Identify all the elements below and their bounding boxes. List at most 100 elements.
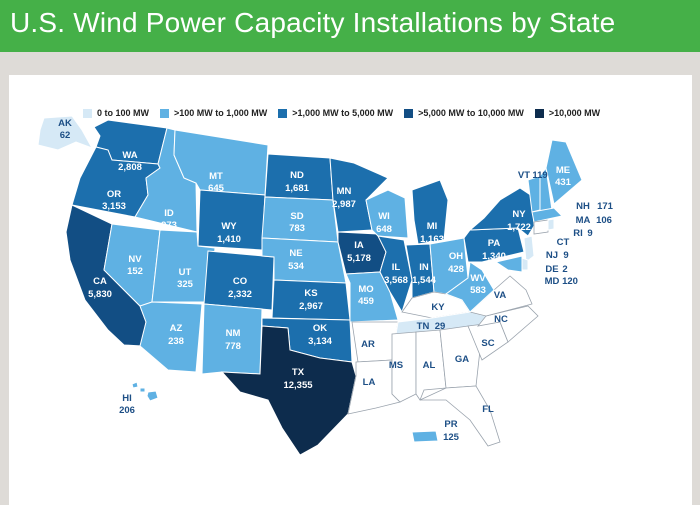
state-value-de: 2	[562, 264, 567, 275]
state-fl[interactable]	[419, 385, 501, 447]
state-ne[interactable]	[261, 237, 347, 284]
state-nj[interactable]	[523, 235, 535, 263]
state-ct[interactable]	[533, 219, 549, 235]
state-name-tn: TN	[417, 321, 430, 332]
legend-label: >10,000 MW	[548, 108, 601, 118]
state-name-wa: WA	[122, 150, 137, 161]
state-nm[interactable]	[201, 303, 263, 375]
state-ga[interactable]	[439, 325, 481, 389]
state-name-wy: WY	[221, 221, 237, 232]
state-name-nc: NC	[494, 314, 508, 325]
state-name-wi: WI	[378, 211, 390, 222]
state-value-nj: 9	[563, 250, 568, 261]
state-name-ga: GA	[455, 354, 469, 365]
state-value-wa: 2,808	[118, 162, 142, 173]
state-tx[interactable]	[220, 325, 357, 456]
state-value-or: 3,153	[102, 201, 126, 212]
state-name-va: VA	[494, 290, 507, 301]
state-name-fl: FL	[482, 404, 494, 415]
state-ma[interactable]	[531, 207, 564, 223]
state-mi[interactable]	[411, 179, 449, 245]
legend-label: 0 to 100 MW	[97, 108, 150, 118]
state-name-ok: OK	[313, 323, 327, 334]
state-name-nj: NJ	[546, 250, 558, 261]
state-name-ct: CT	[557, 237, 570, 248]
state-ks[interactable]	[271, 279, 351, 321]
state-az[interactable]	[139, 301, 203, 373]
state-value-wv: 583	[470, 285, 486, 296]
state-value-ca: 5,830	[88, 289, 112, 300]
state-value-tn: 29	[435, 321, 446, 332]
state-name-nh: NH	[576, 201, 590, 212]
state-name-sd: SD	[290, 211, 303, 222]
state-value-me: 431	[555, 177, 572, 188]
state-value-ma: 106	[596, 215, 612, 226]
legend-swatch	[160, 108, 170, 118]
state-value-in: 1,544	[412, 275, 436, 286]
state-name-az: AZ	[170, 323, 183, 334]
legend-item-1000-5000: >1,000 MW to 5,000 MW	[278, 108, 393, 118]
state-mt[interactable]	[173, 129, 269, 196]
state-name-ks: KS	[304, 288, 317, 299]
state-wv[interactable]	[444, 261, 495, 313]
state-value-ok: 3,134	[308, 336, 332, 347]
state-name-wv: WV	[470, 273, 486, 284]
legend-label: >1,000 MW to 5,000 MW	[292, 108, 394, 118]
state-value-ne: 534	[288, 261, 305, 272]
state-name-ia: IA	[354, 240, 364, 251]
state-name-or: OR	[107, 189, 121, 200]
state-value-hi: 206	[119, 405, 135, 416]
title-banner	[0, 0, 700, 52]
state-name-il: IL	[392, 262, 401, 273]
state-name-mt: MT	[209, 171, 223, 182]
legend: 0 to 100 MW >100 MW to 1,000 MW >1,000 M…	[83, 106, 611, 120]
legend-swatch	[534, 108, 544, 118]
state-value-il: 3,568	[384, 275, 408, 286]
state-value-ia: 5,178	[347, 253, 371, 264]
state-ar[interactable]	[351, 321, 399, 363]
state-name-ma: MA	[576, 215, 591, 226]
state-value-pr: 125	[443, 432, 460, 443]
state-pr[interactable]	[411, 430, 439, 443]
state-md[interactable]	[494, 255, 523, 273]
state-name-vt: VT	[518, 170, 530, 181]
state-name-ms: MS	[389, 360, 403, 371]
state-name-al: AL	[423, 360, 436, 371]
state-name-de: DE	[545, 264, 558, 275]
state-value-md: 120	[562, 276, 578, 287]
state-wi[interactable]	[365, 189, 409, 239]
state-name-me: ME	[556, 165, 570, 176]
state-name-nm: NM	[226, 328, 241, 339]
state-value-id: 973	[161, 220, 177, 231]
state-de[interactable]	[521, 257, 529, 271]
legend-swatch	[278, 108, 288, 118]
state-name-mi: MI	[427, 221, 438, 232]
state-name-co: CO	[233, 276, 247, 287]
state-id[interactable]	[134, 127, 198, 233]
legend-item-0-100: 0 to 100 MW	[83, 108, 149, 118]
state-name-in: IN	[419, 262, 429, 273]
legend-swatch	[404, 108, 414, 118]
state-name-md: MD	[545, 276, 560, 287]
state-name-oh: OH	[449, 251, 463, 262]
state-value-ks: 2,967	[299, 301, 323, 312]
state-hi[interactable]	[131, 381, 159, 402]
state-me[interactable]	[545, 139, 583, 205]
legend-label: >100 MW to 1,000 MW	[174, 108, 268, 118]
state-name-ar: AR	[361, 339, 375, 350]
state-value-nd: 1,681	[285, 183, 309, 194]
legend-item-5000-10000: >5,000 MW to 10,000 MW	[404, 108, 524, 118]
state-name-nv: NV	[128, 254, 142, 265]
state-name-id: ID	[164, 208, 174, 219]
page-title: U.S. Wind Power Capacity Installations b…	[10, 7, 616, 38]
state-value-wy: 1,410	[217, 234, 241, 245]
state-ms[interactable]	[391, 331, 417, 403]
state-value-ak: 62	[60, 130, 71, 141]
state-ak[interactable]	[37, 115, 94, 151]
state-name-hi: HI	[122, 393, 132, 404]
state-ri[interactable]	[547, 218, 555, 231]
state-value-vt: 119	[532, 170, 547, 181]
state-il[interactable]	[377, 235, 413, 314]
state-name-ak: AK	[58, 118, 72, 129]
